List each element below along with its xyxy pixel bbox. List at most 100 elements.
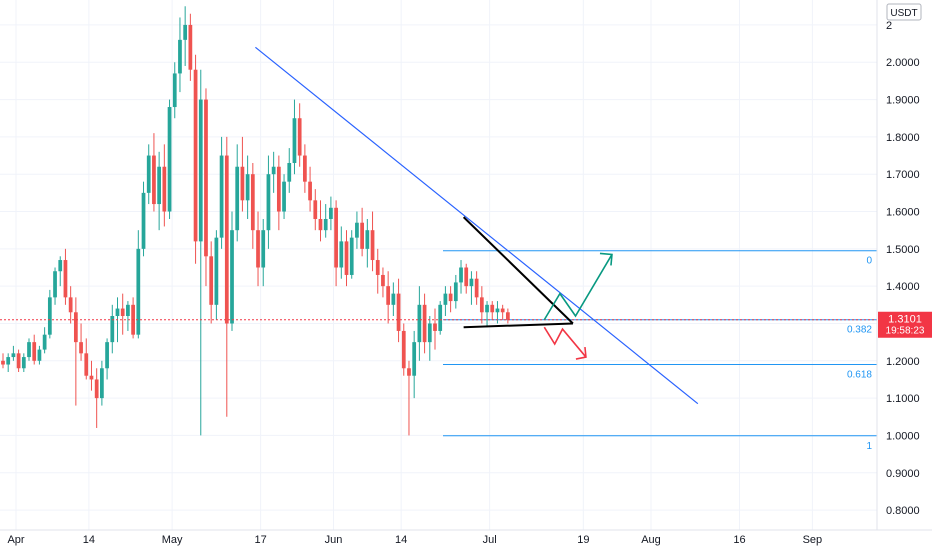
bearish-path-arrow[interactable] <box>543 326 587 358</box>
candle-body <box>37 349 42 361</box>
bearish-arrow-head <box>575 346 587 360</box>
candle-body <box>412 342 417 376</box>
candles <box>1 6 510 436</box>
candle-body <box>276 166 281 212</box>
candle-body <box>448 293 453 302</box>
fib-level-label: 0.382 <box>847 325 872 336</box>
candle-body <box>146 155 151 193</box>
time-tick-label: Apr <box>7 534 24 546</box>
candle-body <box>381 274 385 287</box>
candle-body <box>209 256 214 305</box>
candle-body <box>459 267 463 283</box>
triangle-lower-line[interactable] <box>463 322 573 329</box>
time-tick-label: 14 <box>395 534 407 546</box>
candle-body <box>1 360 5 365</box>
price-tick-label: 1.4000 <box>886 281 920 293</box>
candle-body <box>453 282 458 302</box>
time-tick-label: 19 <box>577 534 589 546</box>
time-axis[interactable]: Apr 14 May 17 Jun 14 Jul 19 Aug 16 Sep <box>0 529 932 546</box>
candle-body <box>152 155 156 205</box>
candle-body <box>84 353 89 376</box>
price-tick-label: 1.6000 <box>886 207 920 219</box>
bullish-path-arrow[interactable] <box>543 254 613 321</box>
candle-body <box>386 286 391 305</box>
candle-body <box>391 293 396 305</box>
candle-body <box>162 166 167 212</box>
candle-body <box>490 304 495 313</box>
fib-level-label: 0.618 <box>847 370 872 381</box>
candle-body <box>141 192 146 249</box>
last-price-label <box>878 311 932 338</box>
candle-body <box>250 174 255 231</box>
candle-body <box>302 155 307 182</box>
bullish-arrow-head <box>599 252 613 266</box>
candle-body <box>292 118 297 164</box>
candle-body <box>136 248 141 335</box>
grid <box>0 0 877 530</box>
price-tick-label: 1.7000 <box>886 169 920 181</box>
time-tick-label: 16 <box>733 534 745 546</box>
candle-body <box>323 218 328 231</box>
candle-body <box>355 222 359 238</box>
candle-body <box>401 330 406 369</box>
candle-body <box>42 334 47 350</box>
candle-body <box>126 304 130 317</box>
candle-body <box>365 230 370 249</box>
candle-body <box>505 312 510 320</box>
candle-body <box>240 166 245 201</box>
candle-body <box>157 166 162 205</box>
candle-body <box>261 230 266 268</box>
currency-badge[interactable] <box>886 3 922 21</box>
candle-body <box>68 297 73 313</box>
time-tick-label: May <box>162 534 183 546</box>
candle-body <box>370 230 375 261</box>
candle-body <box>172 73 177 108</box>
candle-body <box>110 316 115 343</box>
candle-body <box>27 342 31 358</box>
price-tick-label: 1.8000 <box>886 132 920 144</box>
candle-body <box>89 375 94 380</box>
triangle-pattern[interactable] <box>462 216 574 329</box>
time-tick-label: Aug <box>641 534 661 546</box>
time-tick-label: Jul <box>483 534 497 546</box>
candle-body <box>349 237 354 275</box>
candle-body <box>479 297 484 313</box>
candle-body <box>313 200 318 219</box>
candle-body <box>287 163 292 182</box>
descending-trendline[interactable] <box>255 46 699 405</box>
price-axis[interactable]: 2 2.0000 1.9000 1.8000 1.7000 1.6000 1.5000 1.4… <box>876 0 932 530</box>
time-tick-label: Sep <box>803 534 823 546</box>
candle-body <box>204 99 208 257</box>
candle-body <box>115 308 120 317</box>
candle-body <box>94 379 99 399</box>
candle-body <box>427 323 432 343</box>
triangle-upper-line[interactable] <box>462 216 574 325</box>
time-axis-ticks: Apr 14 May 17 Jun 14 Jul 19 Aug 16 Sep <box>7 534 822 546</box>
candle-body <box>16 353 21 369</box>
candle-body <box>53 271 57 298</box>
candle-body <box>318 218 323 231</box>
candle-body <box>47 297 52 335</box>
candle-body <box>297 118 302 156</box>
candle-body <box>256 230 260 268</box>
candle-body <box>21 357 26 369</box>
candle-body <box>334 207 338 268</box>
candle-body <box>464 267 469 287</box>
fib-level-label: 1 <box>866 441 872 452</box>
price-tick-label: 0.9000 <box>886 468 920 480</box>
candle-body <box>198 99 203 242</box>
candle-body <box>500 308 505 313</box>
candle-body <box>329 207 333 219</box>
price-tick-label: 1.5000 <box>886 244 920 256</box>
price-tick-label: 2.0000 <box>886 57 920 69</box>
candle-body <box>188 24 193 70</box>
candle-body <box>339 241 344 268</box>
candle-body <box>214 237 219 305</box>
price-tick-label: 1.0000 <box>886 430 920 442</box>
candle-body <box>63 260 68 298</box>
time-tick-label: 14 <box>83 534 95 546</box>
candle-body <box>422 304 427 343</box>
price-axis-ticks: 2 2.0000 1.9000 1.8000 1.7000 1.6000 1.5000 1.4… <box>886 20 920 517</box>
